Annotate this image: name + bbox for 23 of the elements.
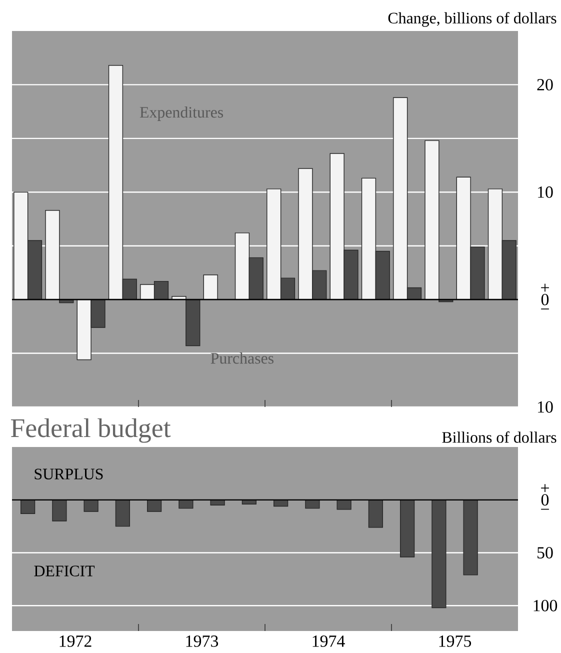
- y-axis-title: Change, billions of dollars: [388, 12, 556, 27]
- text: +: [541, 284, 549, 292]
- y-tick-label: 0: [541, 294, 549, 306]
- y-axis-title: Billions of dollars: [442, 431, 556, 443]
- x-tick-label: 1974: [312, 636, 345, 647]
- x-tick-label: 1975: [439, 636, 472, 647]
- y-tick-label: 20: [537, 78, 553, 90]
- series-label: Purchases: [210, 352, 274, 364]
- y-tick-label: 10: [538, 186, 553, 198]
- text: −: [541, 308, 549, 310]
- text: −: [541, 508, 549, 510]
- chart-title: Federal budget: [10, 418, 171, 443]
- bar: [203, 274, 218, 300]
- annotation: DEFICIT: [34, 566, 95, 576]
- x-tick-label: 1973: [186, 636, 218, 647]
- series-label: Expenditures: [140, 106, 224, 121]
- y-tick-label: 100: [534, 600, 558, 612]
- x-tick-label: 1972: [60, 636, 92, 647]
- annotation: SURPLUS: [34, 468, 103, 480]
- y-tick-label: 50: [538, 547, 553, 558]
- y-tick-label: 10: [538, 401, 553, 413]
- text: +: [541, 484, 549, 492]
- y-tick-label: 0: [541, 494, 549, 506]
